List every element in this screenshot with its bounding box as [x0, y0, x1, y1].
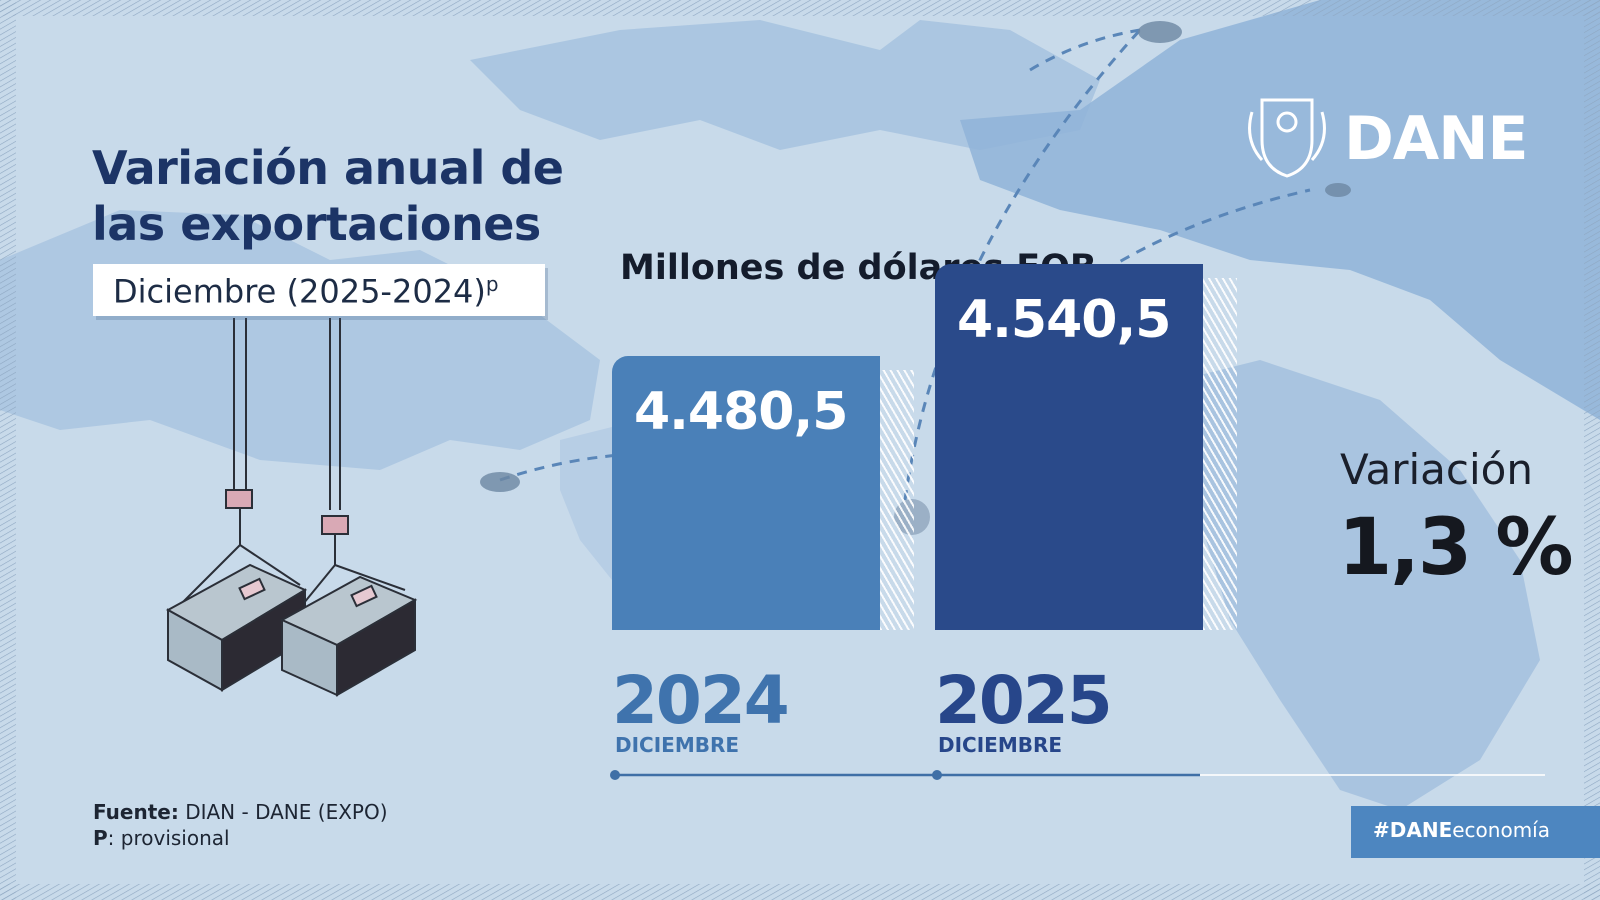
page-title: Variación anual de las exportaciones	[92, 140, 652, 252]
dane-logo-text: DANE	[1344, 104, 1528, 174]
dane-shield-icon	[1248, 98, 1326, 178]
source-value: DIAN - DANE (EXPO)	[178, 800, 388, 824]
bar-2024	[612, 356, 880, 630]
variation-value: 1,3 %	[1338, 503, 1573, 593]
bar-2025	[935, 264, 1203, 630]
category-label-2025: 2025	[935, 662, 1113, 739]
provisional-marker: p	[485, 272, 499, 296]
hashtag-badge[interactable]: #DANEeconomía	[1351, 806, 1600, 858]
hashtag-text: #DANEeconomía	[1373, 818, 1550, 842]
source-note: Fuente: DIAN - DANE (EXPO) P: provisiona…	[93, 799, 388, 851]
bar-value-label-2024: 4.480,5	[634, 382, 848, 442]
bar-value-label-2025: 4.540,5	[957, 290, 1171, 350]
title-line-2: las exportaciones	[92, 197, 541, 251]
note-label: P	[93, 826, 108, 850]
period-box: Diciembre (2025-2024)p	[93, 264, 545, 316]
category-sublabel-2024: DICIEMBRE	[615, 733, 740, 757]
period-label: Diciembre (2025-2024)p	[113, 272, 499, 311]
source-label: Fuente:	[93, 800, 179, 824]
category-label-2024: 2024	[612, 662, 790, 739]
bar-shadow-2025	[1203, 278, 1237, 630]
category-sublabel-2025: DICIEMBRE	[938, 733, 1063, 757]
title-line-1: Variación anual de	[92, 141, 564, 195]
bar-shadow-2024	[880, 370, 914, 630]
variation-label: Variación	[1340, 445, 1533, 494]
note-value: : provisional	[107, 826, 230, 850]
containers-illustration	[165, 318, 418, 697]
